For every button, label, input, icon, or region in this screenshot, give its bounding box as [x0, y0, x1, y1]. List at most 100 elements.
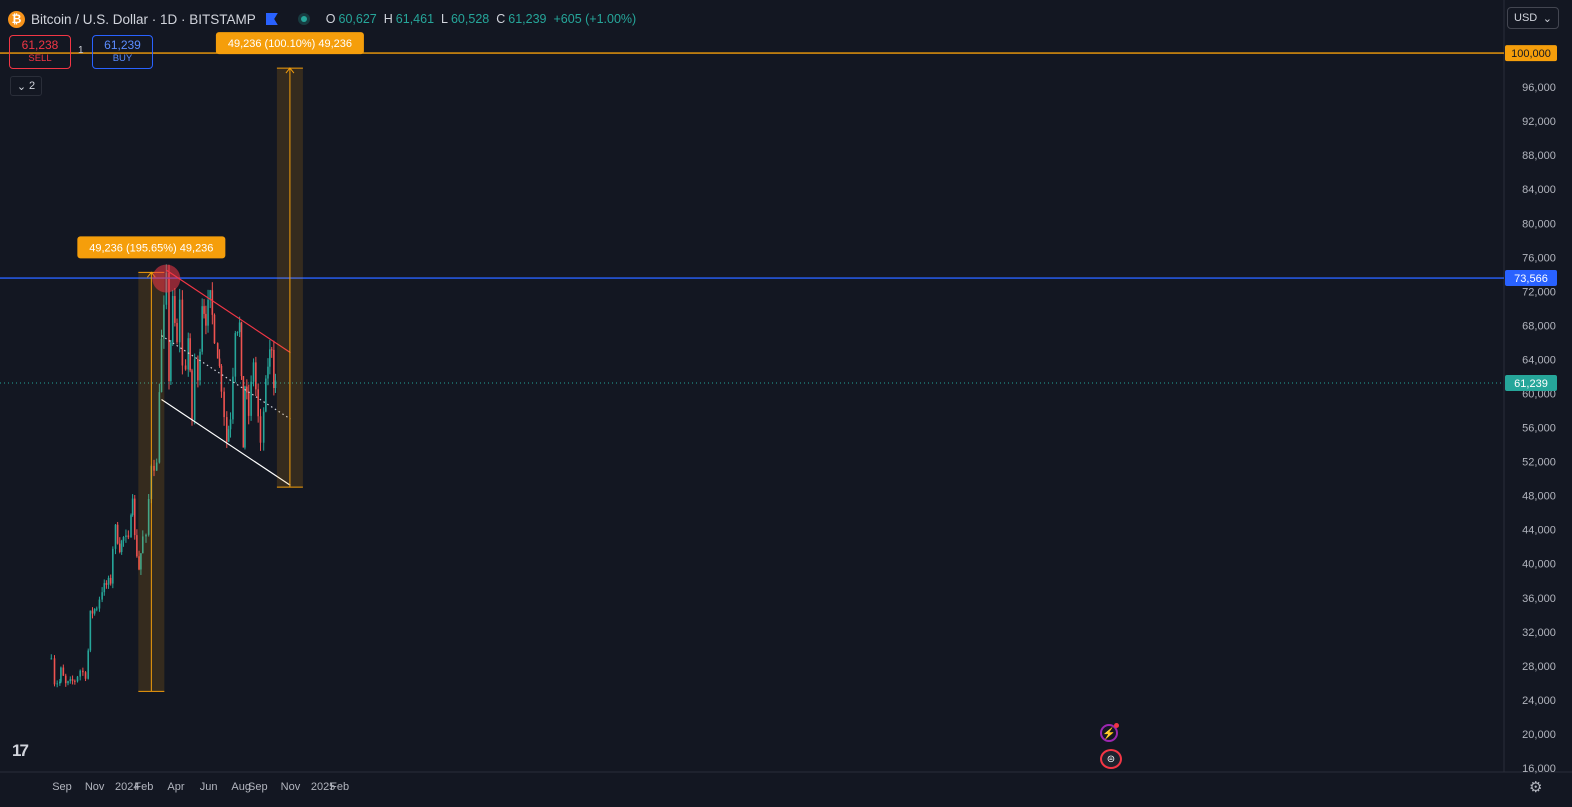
market-open-icon	[297, 13, 310, 25]
price-line-label: 73,566	[1514, 273, 1548, 285]
candle-body	[118, 543, 121, 552]
measure-arrowhead	[285, 67, 295, 74]
measure-label-box	[215, 32, 364, 55]
candle-body	[171, 296, 174, 343]
candle-body	[91, 610, 94, 614]
candle-body	[122, 537, 125, 541]
candle-body	[87, 650, 90, 679]
high-value: 61,461	[395, 12, 435, 26]
y-tick-label: 20,000	[1522, 729, 1556, 741]
x-tick-label: Nov	[281, 781, 301, 793]
low-value: 60,528	[450, 12, 490, 26]
y-tick-label: 72,000	[1522, 286, 1556, 298]
candle-body	[181, 299, 184, 366]
spread-value: 1	[78, 45, 84, 56]
candle-body	[201, 306, 203, 352]
candle-body	[82, 670, 84, 673]
candle-body	[191, 370, 193, 420]
candle-body	[232, 376, 234, 420]
candle-body	[262, 411, 265, 443]
symbol-title[interactable]: Bitcoin / U.S. Dollar · 1D · BITSTAMP	[31, 11, 256, 27]
change-value: +605 (+1.00%)	[553, 12, 637, 26]
sell-label: SELL	[28, 53, 52, 64]
high-key: H	[383, 12, 393, 26]
trendline-lower	[161, 398, 291, 486]
currency-label: USD	[1514, 12, 1538, 24]
close-value: 61,239	[508, 12, 547, 26]
candle-body	[103, 583, 106, 593]
chevron-down-icon: ⌄	[16, 80, 27, 93]
candle-body	[62, 667, 65, 676]
candle-body	[76, 676, 79, 682]
candle-body	[60, 667, 62, 682]
y-tick-label: 60,000	[1522, 389, 1556, 401]
candle-body	[112, 548, 114, 584]
candle-body	[178, 299, 181, 343]
candle-body	[269, 349, 271, 367]
candle-body	[250, 381, 252, 416]
y-tick-label: 32,000	[1522, 627, 1556, 639]
candle-body	[155, 462, 158, 471]
tradingview-logo-icon[interactable]: 17	[12, 741, 29, 760]
candle-body	[116, 524, 119, 544]
candle-body	[223, 391, 225, 418]
candle-body	[163, 304, 165, 339]
symbol-header[interactable]: ₿ Bitcoin / U.S. Dollar · 1D · BITSTAMP …	[8, 8, 640, 30]
x-tick-label: Feb	[330, 781, 349, 793]
measure-label-box	[77, 236, 226, 259]
open-value: 60,627	[338, 12, 377, 26]
candle-body	[265, 378, 267, 412]
candle-body	[133, 498, 136, 536]
currency-select[interactable]: USD ⌄	[1507, 7, 1559, 29]
trendline-upper	[165, 269, 291, 354]
flag-icon[interactable]	[265, 13, 278, 25]
candle-body	[211, 290, 214, 315]
candle-body	[255, 362, 257, 390]
buy-button[interactable]: 61,239 BUY	[92, 35, 153, 69]
gear-icon[interactable]: ⚙	[1529, 779, 1543, 796]
candle-body	[220, 366, 223, 392]
lightning-event-icon[interactable]: ⚡	[1100, 723, 1119, 742]
candle-body	[98, 599, 101, 609]
us-flag-event-icon[interactable]: ⊜	[1100, 749, 1122, 769]
y-tick-label: 64,000	[1522, 354, 1556, 366]
candle-body	[130, 515, 132, 538]
x-tick-label: Apr	[167, 781, 184, 793]
candle-body	[187, 338, 190, 370]
indicators-toggle-button[interactable]: ⌄ 2	[10, 76, 42, 96]
highlight-point-marker	[152, 264, 181, 293]
price-line-tag	[1505, 45, 1557, 62]
candle-body	[101, 592, 103, 600]
candle-body	[50, 658, 53, 660]
candle-body	[138, 556, 140, 570]
open-key: O	[325, 12, 336, 26]
candle-body	[213, 314, 216, 344]
candle-body	[67, 681, 69, 684]
y-tick-label: 56,000	[1522, 423, 1556, 435]
candle-body	[218, 358, 221, 367]
candle-body	[267, 366, 269, 379]
candle-body	[153, 465, 155, 471]
price-line-label: 61,239	[1514, 378, 1548, 390]
candle-body	[69, 679, 72, 682]
candle-body	[252, 362, 255, 382]
ohlc-values: O 60,627 H 61,461 L 60,528 C 61,239 +605 (+1…	[326, 12, 640, 26]
buy-label: BUY	[112, 53, 133, 64]
x-tick-label: 2024	[115, 781, 139, 793]
x-tick-label: 2025	[311, 781, 335, 793]
y-tick-label: 24,000	[1522, 695, 1556, 707]
candle-body	[168, 272, 170, 382]
candle-body	[199, 351, 201, 381]
close-key: C	[496, 12, 506, 26]
candle-body	[203, 306, 205, 314]
sell-price: 61,238	[21, 38, 59, 52]
candle-body	[109, 577, 112, 584]
y-tick-label: 92,000	[1522, 116, 1556, 128]
measure-label: 49,236 (100.10%) 49,236	[228, 38, 352, 50]
trendline-middle	[161, 335, 291, 420]
y-tick-label: 76,000	[1522, 252, 1556, 264]
candle-body	[141, 536, 144, 554]
sell-button[interactable]: 61,238 SELL	[9, 35, 71, 69]
